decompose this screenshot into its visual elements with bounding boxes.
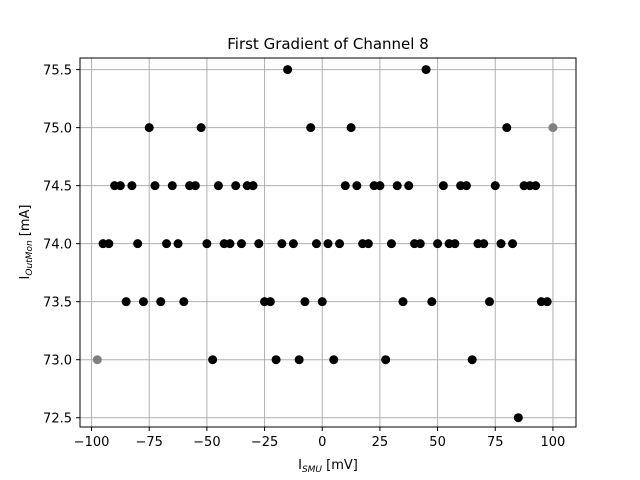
y-tick-label: 73.0 (43, 354, 72, 369)
scatter-point (508, 239, 518, 249)
scatter-point (404, 181, 414, 191)
scatter-point (167, 181, 177, 191)
scatter-point (392, 181, 402, 191)
scatter-point (531, 181, 541, 191)
scatter-point (104, 239, 114, 249)
scatter-point (127, 181, 137, 191)
scatter-point (156, 297, 166, 307)
ticks-layer: −100 −75 −50 −25 0 25 50 75 100 72.5 73.0 73.5 74.0 7… (43, 64, 565, 450)
scatter-point (427, 297, 437, 307)
scatter-point (467, 355, 477, 365)
y-axis-label-sub: OutMon (25, 240, 35, 276)
scatter-point-edge (92, 355, 102, 365)
scatter-point (421, 65, 431, 75)
x-tick-label: −25 (251, 435, 278, 450)
y-axis-label-main: I (18, 276, 33, 280)
scatter-point (225, 239, 235, 249)
scatter-point (450, 239, 460, 249)
scatter-point (144, 123, 154, 133)
x-tick-label: −50 (193, 435, 220, 450)
y-tick-label: 72.5 (43, 412, 72, 427)
scatter-point (496, 239, 506, 249)
scatter-point (196, 123, 206, 133)
points-layer (92, 65, 558, 423)
x-axis-label-sub: SMU (302, 465, 322, 475)
scatter-point (271, 355, 281, 365)
scatter-point (381, 355, 391, 365)
scatter-point (288, 239, 298, 249)
scatter-point (346, 123, 356, 133)
scatter-point (300, 297, 310, 307)
scatter-point (294, 355, 304, 365)
y-axis-label: IOutMon [mA] (18, 205, 35, 280)
scatter-point (363, 239, 373, 249)
scatter-point (173, 239, 183, 249)
scatter-point (162, 239, 172, 249)
scatter-point (323, 239, 333, 249)
scatter-point (138, 297, 148, 307)
x-axis-label: ISMU [mV] (298, 458, 358, 475)
scatter-point (306, 123, 316, 133)
scatter-point (479, 239, 489, 249)
scatter-point (254, 239, 264, 249)
scatter-point (208, 355, 218, 365)
scatter-point (375, 181, 385, 191)
x-axis-label-unit: [mV] (322, 458, 358, 473)
scatter-point (513, 413, 523, 423)
scatter-point (335, 239, 345, 249)
y-tick-label: 74.5 (43, 180, 72, 195)
x-tick-label: 100 (541, 435, 566, 450)
scatter-point (231, 181, 241, 191)
x-tick-label: −75 (135, 435, 162, 450)
y-tick-label: 75.5 (43, 64, 72, 79)
scatter-point (398, 297, 408, 307)
scatter-point (386, 239, 396, 249)
scatter-point (283, 65, 293, 75)
y-tick-label: 74.0 (43, 238, 72, 253)
y-tick-label: 73.5 (43, 296, 72, 311)
scatter-point (352, 181, 362, 191)
x-tick-label: 75 (487, 435, 504, 450)
x-tick-label: 0 (318, 435, 326, 450)
scatter-point (340, 181, 350, 191)
scatter-point (317, 297, 327, 307)
scatter-point (150, 181, 160, 191)
scatter-point (133, 239, 143, 249)
scatter-point (329, 355, 339, 365)
scatter-point (542, 297, 552, 307)
scatter-point (248, 181, 258, 191)
scatter-point (502, 123, 512, 133)
x-axis-label-main: I (298, 458, 302, 473)
scatter-point (277, 239, 287, 249)
scatter-point-edge (548, 123, 558, 133)
scatter-point (202, 239, 212, 249)
scatter-point (438, 181, 448, 191)
scatter-point (484, 297, 494, 307)
x-tick-label: 50 (429, 435, 446, 450)
scatter-point (311, 239, 321, 249)
y-axis-label-unit: [mA] (18, 205, 33, 241)
scatter-point (433, 239, 443, 249)
plot-frame (79, 57, 577, 428)
chart-title: First Gradient of Channel 8 (227, 35, 429, 53)
scatter-point (461, 181, 471, 191)
scatter-point (179, 297, 189, 307)
scatter-point (415, 239, 425, 249)
x-tick-label: 25 (372, 435, 389, 450)
scatter-point (265, 297, 275, 307)
scatter-point (213, 181, 223, 191)
y-tick-label: 75.0 (43, 122, 72, 137)
x-tick-label: −100 (74, 435, 110, 450)
scatter-point (236, 239, 246, 249)
scatter-point (190, 181, 200, 191)
scatter-point (490, 181, 500, 191)
scatter-point (115, 181, 125, 191)
scatter-point (121, 297, 131, 307)
